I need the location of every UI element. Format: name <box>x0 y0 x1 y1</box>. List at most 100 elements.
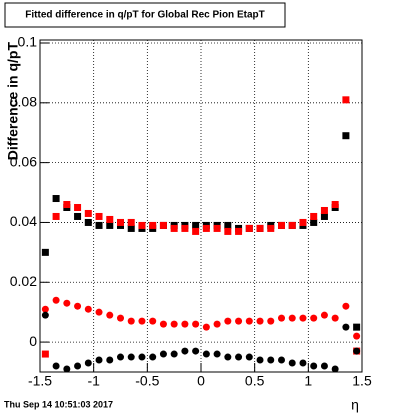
marker <box>353 332 361 340</box>
marker <box>52 195 60 203</box>
marker <box>278 356 285 364</box>
marker <box>288 359 296 367</box>
marker <box>52 212 60 220</box>
marker <box>288 314 296 322</box>
marker <box>52 296 60 304</box>
marker <box>74 203 82 211</box>
marker <box>95 356 103 364</box>
marker <box>310 218 318 226</box>
marker <box>320 212 328 220</box>
y-tick-label: 0.04 <box>10 213 37 229</box>
marker <box>63 365 71 373</box>
marker <box>267 356 275 364</box>
marker <box>95 212 103 220</box>
y-axis-label: Difference in q/pT <box>5 42 21 161</box>
marker <box>84 305 92 313</box>
marker <box>74 212 82 220</box>
y-tick-label: 0.06 <box>10 153 37 169</box>
marker <box>149 221 157 229</box>
marker <box>256 317 264 325</box>
marker <box>138 221 146 229</box>
y-tick-label: 0.1 <box>18 34 38 50</box>
x-tick-label: -1 <box>87 373 100 389</box>
marker <box>320 206 328 214</box>
marker <box>117 353 124 361</box>
marker <box>127 224 135 232</box>
marker <box>278 314 285 322</box>
marker <box>235 317 243 325</box>
marker <box>170 224 178 232</box>
marker <box>41 311 49 319</box>
marker <box>117 218 124 226</box>
marker <box>159 320 167 328</box>
marker <box>331 201 339 209</box>
marker <box>74 302 82 310</box>
marker <box>310 212 318 220</box>
marker <box>84 209 92 217</box>
marker <box>95 308 103 316</box>
marker <box>149 353 157 361</box>
marker <box>192 221 200 229</box>
x-tick-label: 1 <box>304 373 312 389</box>
marker <box>245 224 253 232</box>
marker <box>41 305 49 313</box>
marker <box>342 323 350 331</box>
marker <box>127 353 135 361</box>
marker <box>331 365 339 373</box>
marker <box>224 353 232 361</box>
marker <box>127 317 135 325</box>
marker <box>213 320 221 328</box>
marker <box>106 215 114 223</box>
y-tick-label: 0.08 <box>10 94 37 110</box>
title-box <box>4 2 286 28</box>
marker <box>192 320 200 328</box>
marker <box>267 317 275 325</box>
marker <box>288 221 296 229</box>
marker <box>224 317 232 325</box>
marker <box>84 359 92 367</box>
marker <box>52 362 60 370</box>
marker <box>106 221 114 229</box>
x-tick-label: -0.5 <box>135 373 159 389</box>
marker <box>342 132 350 140</box>
marker <box>353 323 361 331</box>
marker <box>299 314 307 322</box>
marker <box>63 299 71 307</box>
marker <box>84 218 92 226</box>
chart-title: Fitted difference in q/pT for Global Rec… <box>25 10 264 21</box>
marker <box>320 311 328 319</box>
marker <box>342 302 350 310</box>
marker <box>138 317 146 325</box>
marker <box>117 314 124 322</box>
x-tick-label: 0.5 <box>245 373 265 389</box>
marker <box>63 201 71 209</box>
marker <box>235 353 243 361</box>
marker <box>202 350 210 358</box>
marker <box>159 221 167 229</box>
marker <box>278 221 285 229</box>
marker <box>213 350 221 358</box>
marker <box>256 224 264 232</box>
marker <box>256 356 264 364</box>
timestamp: Thu Sep 14 10:51:03 2017 <box>4 399 113 409</box>
marker <box>202 323 210 331</box>
marker <box>213 224 221 232</box>
marker <box>202 224 210 232</box>
marker <box>170 320 178 328</box>
marker <box>235 227 243 235</box>
x-tick-label: -1.5 <box>28 373 52 389</box>
marker <box>353 347 361 355</box>
marker <box>138 353 146 361</box>
marker <box>299 359 307 367</box>
marker <box>127 218 135 226</box>
marker <box>331 314 339 322</box>
x-tick-label: 1.5 <box>352 373 372 389</box>
marker <box>41 350 49 358</box>
marker <box>224 221 232 229</box>
marker <box>181 224 189 232</box>
marker <box>299 218 307 226</box>
marker <box>181 347 189 355</box>
marker <box>159 350 167 358</box>
x-tick-label: 0 <box>197 373 205 389</box>
